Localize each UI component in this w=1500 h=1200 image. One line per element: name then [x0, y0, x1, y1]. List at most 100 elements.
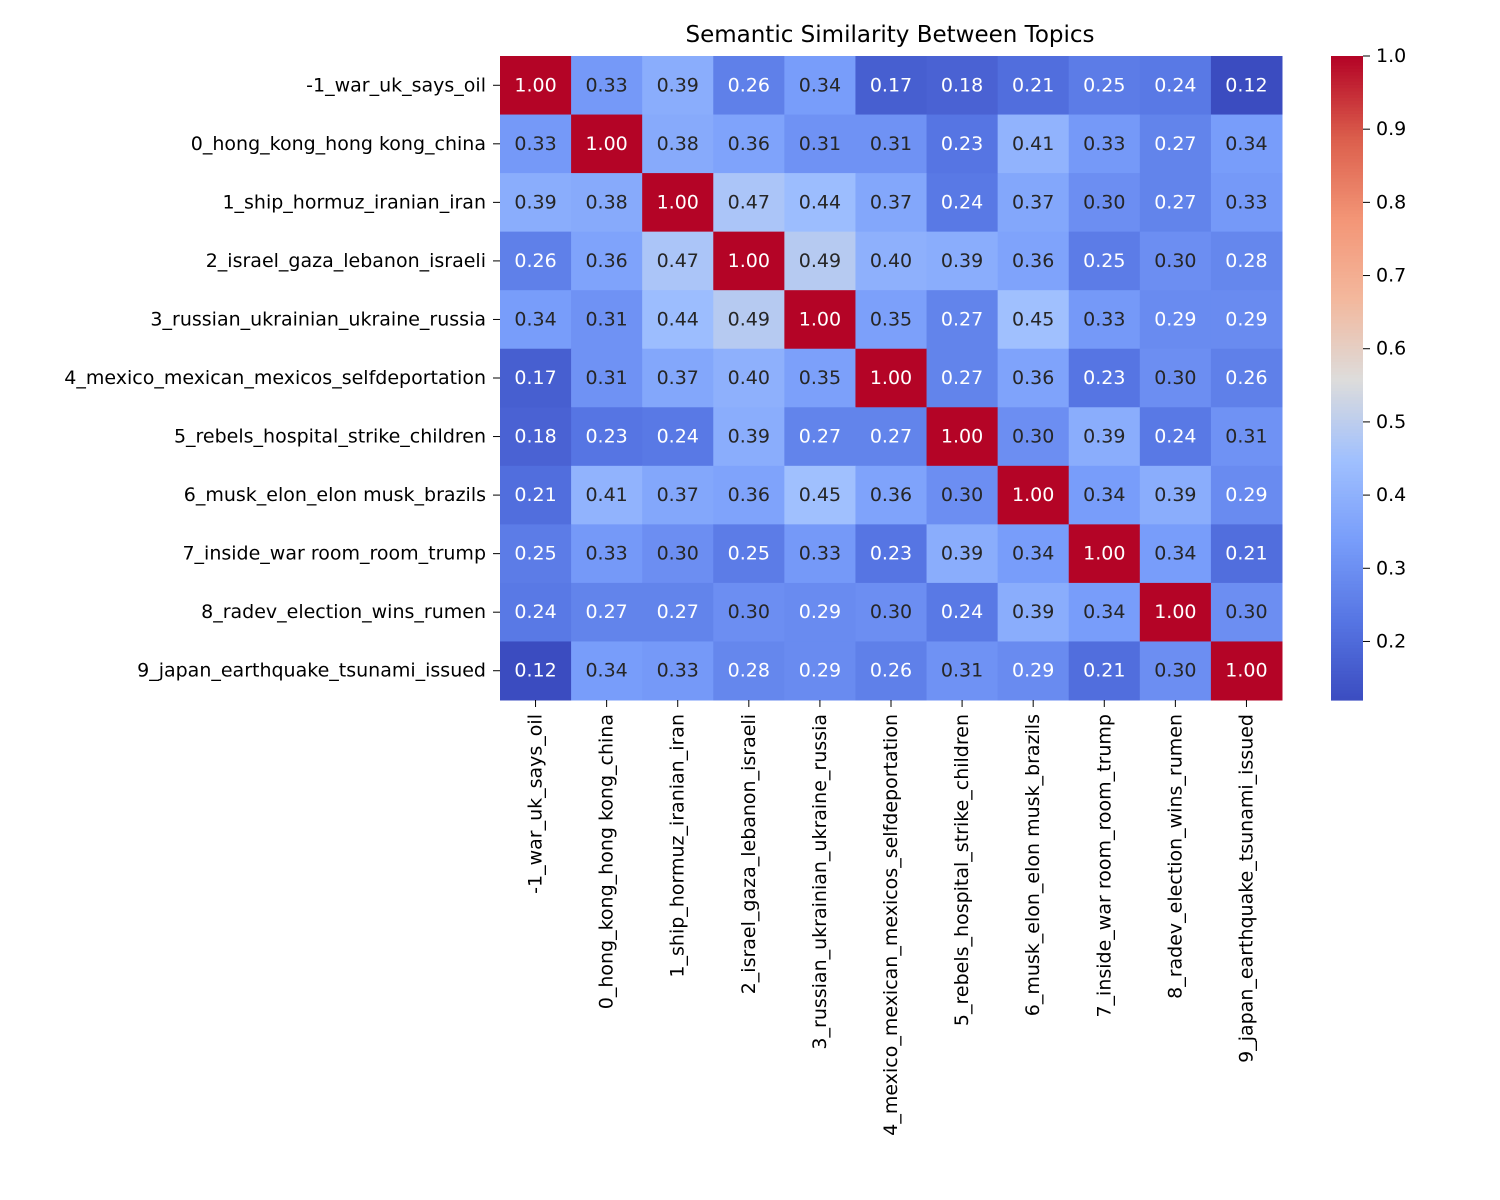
colorbar-segment: [1331, 229, 1363, 234]
cell-value-label: 0.18: [941, 74, 983, 96]
cell-value-label: 0.34: [1083, 484, 1125, 506]
colorbar-tick-label: 1.0: [1376, 45, 1406, 67]
heatmap-cell: [713, 407, 785, 467]
cell-value-label: 0.30: [870, 601, 912, 623]
heatmap-cell: [997, 348, 1070, 408]
heatmap-cell: [1139, 407, 1212, 467]
colorbar-segment: [1331, 542, 1363, 547]
cell-value-label: 0.47: [657, 250, 699, 272]
heatmap-cell: [855, 348, 928, 408]
colorbar-segment: [1331, 104, 1363, 109]
heatmap-cell: [784, 641, 856, 701]
colorbar-segment: [1331, 265, 1363, 270]
heatmap-cell: [500, 173, 572, 233]
colorbar-segment: [1331, 313, 1363, 318]
colorbar-segment: [1331, 336, 1363, 340]
colorbar-segment: [1331, 435, 1363, 440]
colorbar-segment: [1331, 365, 1363, 369]
colorbar-segment: [1331, 503, 1363, 508]
colorbar-segment: [1331, 162, 1363, 167]
colorbar-segment: [1331, 551, 1363, 556]
heatmap-cell: [855, 114, 928, 174]
colorbar-segment: [1331, 94, 1363, 99]
heatmap-cell: [1068, 231, 1141, 291]
colorbar-segment: [1331, 239, 1363, 244]
x-tick-label: 8_radev_election_wins_rumen: [1164, 714, 1186, 999]
cell-value-label: 0.28: [1225, 250, 1267, 272]
heatmap-cell: [926, 407, 999, 467]
cell-value-label: 0.44: [799, 191, 841, 213]
colorbar-segment: [1331, 526, 1363, 530]
colorbar-segment: [1331, 429, 1363, 434]
cell-value-label: 0.30: [1154, 660, 1196, 682]
cell-value-label: 0.45: [799, 484, 841, 506]
colorbar-segment: [1331, 606, 1363, 611]
cell-value-label: 1.00: [728, 250, 770, 272]
colorbar-segment: [1331, 574, 1363, 579]
colorbar-segment: [1331, 474, 1363, 479]
heatmap-cell: [1068, 173, 1141, 233]
colorbar-segment: [1331, 667, 1363, 672]
heatmap-cell: [1210, 465, 1283, 525]
cell-value-label: 0.24: [941, 601, 983, 623]
cell-value-label: 0.21: [1012, 74, 1054, 96]
y-tick-label: 5_rebels_hospital_strike_children: [174, 426, 486, 448]
cell-value-label: 0.33: [585, 74, 627, 96]
colorbar-segment: [1331, 696, 1363, 701]
colorbar-segment: [1331, 165, 1363, 170]
heatmap-cell: [571, 173, 643, 233]
cell-value-label: 0.35: [870, 308, 912, 330]
cell-value-label: 0.40: [870, 250, 912, 272]
colorbar-segment: [1331, 648, 1363, 653]
colorbar-segment: [1331, 455, 1363, 460]
cell-value-label: 0.39: [941, 543, 983, 565]
cell-value-label: 0.12: [1225, 74, 1267, 96]
heatmap-cell: [1210, 348, 1283, 408]
colorbar-segment: [1331, 97, 1363, 102]
heatmap-cell: [926, 231, 999, 291]
heatmap-cell: [1139, 290, 1212, 350]
cell-value-label: 0.49: [728, 308, 770, 330]
colorbar-segment: [1331, 307, 1363, 311]
colorbar-segment: [1331, 477, 1363, 482]
cell-value-label: 0.24: [657, 426, 699, 448]
cell-value-label: 0.23: [941, 133, 983, 155]
cell-value-label: 1.00: [1225, 660, 1267, 682]
cell-value-label: 1.00: [1083, 543, 1125, 565]
cell-value-label: 0.17: [514, 367, 556, 389]
colorbar-segment: [1331, 413, 1363, 418]
colorbar-segment: [1331, 62, 1363, 67]
colorbar-segment: [1331, 59, 1363, 64]
heatmap-cell: [997, 290, 1070, 350]
heatmap-cell: [500, 407, 572, 467]
cell-value-label: 0.26: [1225, 367, 1267, 389]
heatmap-cell: [784, 290, 856, 350]
cell-value-label: 0.30: [1225, 601, 1267, 623]
heatmap-cells: [500, 56, 1283, 701]
heatmap-cell: [1068, 582, 1141, 642]
heatmap-cell: [926, 173, 999, 233]
y-tick-label: 3_russian_ukrainian_ukraine_russia: [150, 308, 486, 330]
cell-value-label: 0.39: [1012, 601, 1054, 623]
colorbar-segment: [1331, 452, 1363, 456]
colorbar-segment: [1331, 139, 1363, 144]
cell-value-label: 0.23: [1083, 367, 1125, 389]
heatmap-cell: [926, 290, 999, 350]
heatmap-cell: [1068, 524, 1141, 584]
colorbar-segment: [1331, 242, 1363, 247]
heatmap-cell: [926, 348, 999, 408]
colorbar-segment: [1331, 683, 1363, 688]
colorbar-segment: [1331, 625, 1363, 630]
heatmap-cell: [713, 465, 785, 525]
colorbar-segment: [1331, 236, 1363, 241]
cell-value-label: 0.29: [799, 601, 841, 623]
colorbar-segment: [1331, 416, 1363, 421]
colorbar-segment: [1331, 78, 1363, 83]
colorbar-segment: [1331, 349, 1363, 353]
colorbar-segment: [1331, 558, 1363, 563]
colorbar-segment: [1331, 410, 1363, 415]
colorbar-segment: [1331, 506, 1363, 511]
cell-value-label: 0.33: [657, 660, 699, 682]
cell-value-label: 0.35: [799, 367, 841, 389]
colorbar-segment: [1331, 619, 1363, 624]
